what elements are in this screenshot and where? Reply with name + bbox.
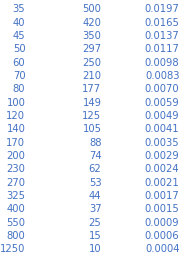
Text: 100: 100	[6, 98, 25, 108]
Text: 0.0070: 0.0070	[145, 84, 179, 95]
Text: 0.0117: 0.0117	[144, 45, 179, 54]
Text: 80: 80	[13, 84, 25, 95]
Text: 170: 170	[6, 138, 25, 148]
Text: 0.0024: 0.0024	[145, 164, 179, 175]
Text: 40: 40	[13, 18, 25, 28]
Text: 105: 105	[82, 124, 101, 134]
Text: 800: 800	[7, 231, 25, 241]
Text: 0.0041: 0.0041	[145, 124, 179, 134]
Text: 325: 325	[6, 191, 25, 201]
Text: 140: 140	[6, 124, 25, 134]
Text: 70: 70	[13, 71, 25, 81]
Text: 0.0165: 0.0165	[144, 18, 179, 28]
Text: 177: 177	[82, 84, 101, 95]
Text: 250: 250	[82, 58, 101, 68]
Text: 350: 350	[82, 31, 101, 41]
Text: 15: 15	[89, 231, 101, 241]
Text: 53: 53	[89, 178, 101, 188]
Text: 60: 60	[13, 58, 25, 68]
Text: 500: 500	[82, 4, 101, 15]
Text: 0.0021: 0.0021	[145, 178, 179, 188]
Text: 0.0004: 0.0004	[145, 244, 179, 255]
Text: 210: 210	[82, 71, 101, 81]
Text: 44: 44	[89, 191, 101, 201]
Text: 400: 400	[7, 204, 25, 214]
Text: 0.0098: 0.0098	[145, 58, 179, 68]
Text: 88: 88	[89, 138, 101, 148]
Text: 25: 25	[89, 218, 101, 228]
Text: 420: 420	[82, 18, 101, 28]
Text: 0.0059: 0.0059	[145, 98, 179, 108]
Text: 0.0035: 0.0035	[145, 138, 179, 148]
Text: 550: 550	[6, 218, 25, 228]
Text: 230: 230	[6, 164, 25, 175]
Text: 37: 37	[89, 204, 101, 214]
Text: 125: 125	[82, 111, 101, 121]
Text: 0.0009: 0.0009	[145, 218, 179, 228]
Text: 0.0006: 0.0006	[145, 231, 179, 241]
Text: 62: 62	[89, 164, 101, 175]
Text: 0.0049: 0.0049	[145, 111, 179, 121]
Text: 149: 149	[82, 98, 101, 108]
Text: 297: 297	[82, 45, 101, 54]
Text: 74: 74	[89, 151, 101, 161]
Text: 270: 270	[6, 178, 25, 188]
Text: 0.0083: 0.0083	[145, 71, 179, 81]
Text: 50: 50	[13, 45, 25, 54]
Text: 0.0015: 0.0015	[145, 204, 179, 214]
Text: 10: 10	[89, 244, 101, 255]
Text: 120: 120	[6, 111, 25, 121]
Text: 45: 45	[13, 31, 25, 41]
Text: 0.0017: 0.0017	[145, 191, 179, 201]
Text: 0.0137: 0.0137	[145, 31, 179, 41]
Text: 35: 35	[13, 4, 25, 15]
Text: 200: 200	[6, 151, 25, 161]
Text: 0.0029: 0.0029	[145, 151, 179, 161]
Text: 0.0197: 0.0197	[144, 4, 179, 15]
Text: 1250: 1250	[0, 244, 25, 255]
